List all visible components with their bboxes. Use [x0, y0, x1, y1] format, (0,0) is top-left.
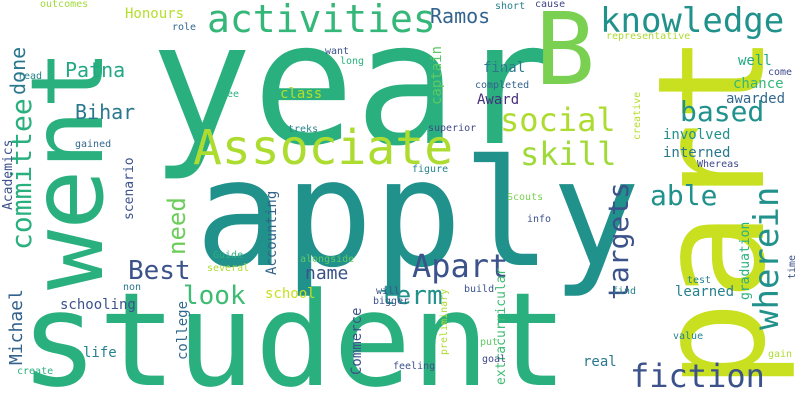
word-creative: creative: [632, 91, 643, 140]
word-best: Best: [128, 256, 191, 286]
word-ramos: Ramos: [430, 4, 491, 28]
word-superior: superior: [428, 123, 477, 134]
word-name: name: [305, 263, 349, 284]
word-look: look: [183, 281, 246, 311]
word-short: short: [495, 1, 526, 12]
word-michael: Michael: [6, 289, 27, 365]
word-class: class: [280, 86, 323, 102]
word-time: time: [787, 254, 798, 279]
word-school: school: [265, 286, 316, 302]
word-representative: representative: [606, 31, 691, 42]
word-skill: skill: [520, 135, 617, 173]
word-bigger: bigger: [373, 296, 410, 307]
word-associate: Associate: [193, 120, 454, 176]
word-preliminary: preliminary: [439, 288, 450, 355]
word-bihar: Bihar: [75, 100, 136, 124]
word-captain: captain: [429, 45, 445, 105]
word-scouts: Scouts: [507, 192, 544, 203]
word-will: will: [376, 286, 401, 297]
word-able: able: [650, 179, 718, 212]
word-outcomes: outcomes: [40, 0, 89, 10]
word-interned: interned: [663, 145, 731, 161]
word-whereas: Whereas: [697, 159, 740, 170]
word-apart: Apart: [412, 247, 509, 285]
word-apply: apply: [195, 128, 641, 300]
word-academics: Academics: [1, 139, 16, 210]
word-learned: learned: [675, 284, 735, 300]
word-year: year: [150, 0, 560, 184]
word-term: term: [380, 281, 443, 311]
word-role: role: [172, 22, 197, 33]
word-cause: cause: [535, 0, 566, 10]
word-award: Award: [477, 92, 520, 108]
word-gain: gain: [768, 349, 793, 360]
word-final: final: [483, 60, 526, 76]
word-alongside: alongside: [300, 254, 355, 265]
word-b: B: [535, 0, 596, 108]
word-awarded: awarded: [726, 91, 786, 107]
word-schooling: schooling: [60, 297, 136, 313]
word-based: based: [680, 95, 765, 128]
word-guide: Guide: [213, 250, 244, 261]
word-info: info: [527, 214, 552, 225]
word-accounting: Accounting: [264, 190, 280, 275]
word-put: put: [480, 337, 499, 348]
word-treks: treks: [288, 124, 319, 135]
word-find: find: [612, 286, 637, 297]
word-extracurricular: extracurricular: [494, 267, 509, 385]
word-real: real: [583, 354, 617, 370]
word-gained: gained: [75, 139, 112, 150]
word-long: long: [340, 56, 365, 67]
word-commerce: Commerce: [349, 307, 365, 375]
word-need: need: [163, 197, 191, 255]
word-completed: completed: [475, 80, 530, 91]
word-create: create: [17, 366, 54, 377]
word-activities: activities: [207, 0, 436, 41]
word-several: several: [207, 263, 250, 274]
word-wherein: wherein: [747, 186, 787, 330]
word-feeling: feeling: [393, 361, 436, 372]
word-want: want: [325, 46, 350, 57]
word-build: build: [464, 284, 495, 295]
word-chance: chance: [733, 76, 784, 92]
word-scenario: scenario: [122, 157, 137, 220]
word-life: life: [83, 345, 117, 361]
word-read: read: [18, 71, 43, 82]
word-non: non: [123, 282, 142, 293]
word-test: test: [687, 275, 712, 286]
word-knowledge: knowledge: [600, 1, 785, 41]
word-value: value: [673, 331, 704, 342]
word-figure: figure: [412, 164, 449, 175]
word-free: free: [215, 89, 240, 100]
word-come: come: [768, 67, 793, 78]
word-patna: Patna: [65, 58, 126, 82]
word-student: student: [20, 264, 568, 400]
word-targets: targets: [602, 181, 635, 300]
word-well: well: [738, 53, 772, 69]
word-fiction: fiction: [630, 357, 765, 395]
word-social: social: [500, 101, 616, 139]
word-honours: Honours: [125, 6, 185, 22]
word-graduation: graduation: [738, 221, 753, 300]
word-goal: goal: [482, 354, 507, 365]
word-involved: involved: [663, 127, 731, 143]
word-college: college: [175, 300, 191, 360]
